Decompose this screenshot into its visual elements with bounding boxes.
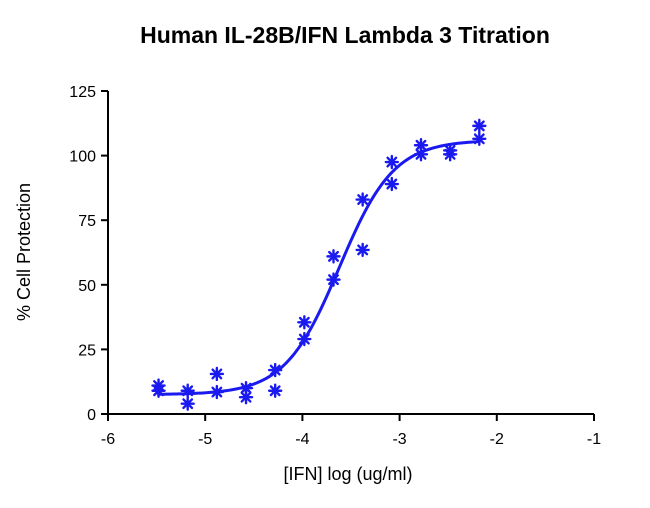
fit-curve bbox=[157, 140, 481, 396]
data-point bbox=[472, 131, 487, 147]
y-tick-label: 0 bbox=[87, 407, 96, 424]
data-point bbox=[209, 384, 225, 400]
chart-title: Human IL-28B/IFN Lambda 3 Titration bbox=[140, 22, 550, 48]
data-point bbox=[355, 242, 370, 258]
data-point bbox=[267, 383, 283, 398]
data-point bbox=[267, 362, 283, 378]
x-tick-label: -6 bbox=[101, 431, 115, 448]
data-point bbox=[151, 383, 166, 398]
data-point bbox=[384, 154, 400, 170]
x-tick-label: -4 bbox=[295, 431, 309, 448]
y-tick-label: 125 bbox=[69, 84, 96, 101]
y-tick-label: 75 bbox=[78, 213, 96, 230]
x-tick-label: -5 bbox=[198, 431, 212, 448]
y-tick-label: 100 bbox=[69, 149, 96, 166]
data-point bbox=[413, 147, 429, 162]
y-axis-ticks: 0 25 50 75 100 125 bbox=[69, 84, 108, 424]
x-axis-label: [IFN] log (ug/ml) bbox=[283, 464, 412, 484]
plot-area bbox=[151, 118, 487, 411]
data-point bbox=[384, 176, 400, 192]
x-tick-label: -3 bbox=[392, 431, 406, 448]
y-tick-label: 25 bbox=[78, 342, 96, 359]
y-tick-label: 50 bbox=[78, 278, 96, 295]
data-point bbox=[326, 272, 341, 287]
y-axis-label: % Cell Protection bbox=[14, 183, 34, 321]
x-tick-label: -2 bbox=[490, 431, 504, 448]
data-point bbox=[238, 390, 254, 405]
data-point bbox=[209, 366, 225, 382]
data-point bbox=[297, 331, 312, 347]
x-tick-label: -1 bbox=[587, 431, 601, 448]
data-point bbox=[180, 383, 195, 398]
data-point bbox=[180, 396, 195, 411]
data-point bbox=[442, 147, 458, 162]
x-axis-ticks: -6 -5 -4 -3 -2 -1 bbox=[101, 414, 601, 448]
data-point bbox=[355, 192, 370, 207]
data-point bbox=[326, 249, 341, 264]
data-point bbox=[297, 315, 312, 330]
data-point bbox=[472, 118, 487, 134]
